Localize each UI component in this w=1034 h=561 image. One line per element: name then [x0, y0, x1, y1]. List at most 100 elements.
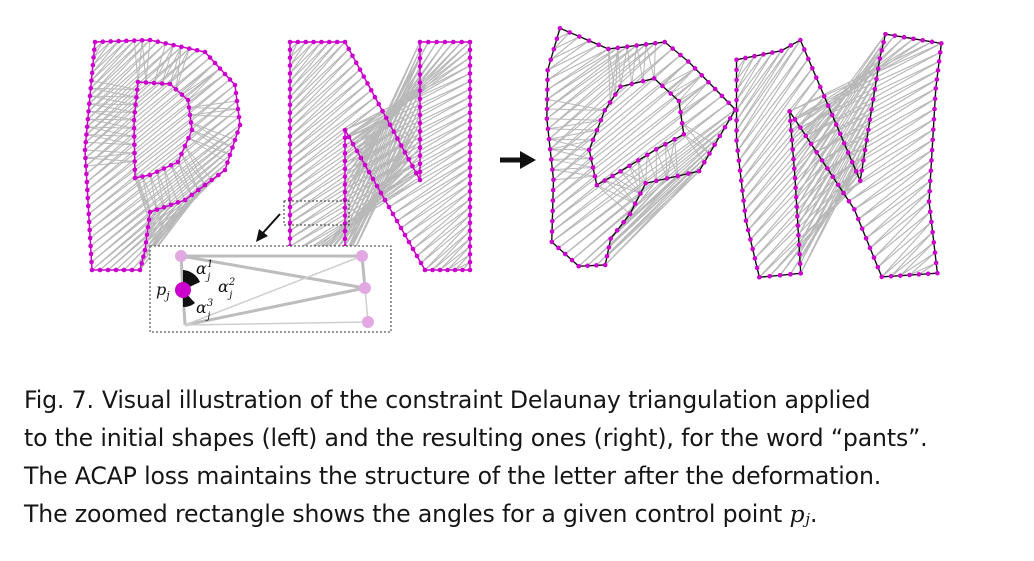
mesh-edge	[289, 41, 338, 90]
control-point	[372, 94, 378, 100]
mesh-edge	[85, 51, 206, 159]
mesh-edge	[629, 165, 646, 184]
mesh-edge	[404, 190, 471, 236]
control-point	[737, 168, 743, 173]
control-point	[85, 195, 91, 201]
control-point	[736, 158, 742, 163]
control-point	[287, 63, 293, 68]
control-point	[113, 267, 119, 273]
control-point	[741, 198, 746, 203]
mesh-edge	[161, 44, 175, 84]
control-point	[383, 115, 389, 121]
control-point	[417, 128, 423, 134]
control-point	[551, 177, 556, 183]
mesh-edge	[737, 49, 805, 151]
mesh-edge	[99, 162, 228, 271]
control-point	[545, 67, 550, 73]
alpha1-label: α1 j	[196, 259, 213, 283]
control-point	[557, 25, 563, 31]
mesh-edge	[137, 40, 143, 83]
control-point	[621, 219, 626, 225]
control-point	[696, 168, 702, 174]
control-point	[752, 53, 757, 59]
mesh-edge	[188, 137, 228, 163]
control-point	[287, 55, 293, 61]
control-point	[467, 63, 473, 68]
caption-line-3: The ACAP loss maintains the structure of…	[24, 462, 882, 490]
mesh-edge	[149, 174, 158, 210]
mesh-edge	[552, 88, 716, 222]
mesh-edge	[89, 103, 136, 106]
mesh-edge	[571, 126, 726, 261]
control-point	[430, 267, 435, 273]
control-point	[549, 229, 555, 234]
control-point	[131, 117, 137, 123]
control-point	[402, 232, 408, 238]
control-point	[417, 72, 423, 77]
mesh-edge	[645, 44, 655, 79]
mesh-edge	[412, 206, 471, 250]
control-point	[132, 142, 137, 148]
control-point	[207, 55, 213, 60]
mesh-edge	[408, 198, 471, 243]
mesh-edge	[156, 171, 172, 205]
control-point	[179, 92, 185, 97]
control-point	[742, 208, 748, 213]
control-point	[734, 128, 739, 133]
mesh-edge	[743, 105, 829, 201]
mesh-edge	[609, 47, 619, 103]
mesh-edge	[792, 35, 896, 150]
control-point	[116, 38, 121, 44]
mesh-edge	[857, 170, 932, 220]
mesh-edge	[578, 135, 721, 267]
mesh-edge	[416, 214, 471, 257]
control-point	[798, 271, 804, 276]
control-point	[548, 157, 554, 162]
mesh-edge	[90, 40, 135, 89]
control-point	[795, 213, 800, 219]
control-point	[643, 42, 649, 47]
mesh-edge	[90, 132, 238, 255]
mesh-edge	[91, 40, 135, 81]
mesh-edge	[550, 36, 580, 61]
control-point	[311, 39, 316, 45]
mesh-edge	[89, 124, 241, 239]
control-point	[374, 183, 380, 189]
control-point	[788, 128, 794, 133]
control-point	[654, 178, 659, 184]
control-point	[467, 157, 473, 163]
control-point	[402, 150, 408, 155]
control-point	[467, 55, 473, 61]
control-point	[841, 190, 846, 196]
mesh-edge	[149, 174, 165, 208]
mesh-edge	[289, 62, 357, 129]
mesh-edge	[85, 57, 211, 167]
control-point	[154, 169, 160, 175]
mesh-edge	[142, 176, 158, 210]
control-point	[629, 81, 635, 87]
mesh-edge	[163, 168, 172, 205]
control-point	[175, 200, 181, 205]
control-point	[342, 182, 348, 187]
mesh-edge	[604, 180, 641, 194]
control-point	[845, 150, 851, 155]
mesh-edge	[612, 175, 636, 205]
mesh-edge	[289, 69, 361, 137]
mesh-edge	[91, 147, 233, 271]
mesh-edge	[289, 41, 299, 58]
control-point	[798, 37, 803, 43]
mesh-edge	[87, 126, 135, 138]
mesh-edge	[87, 79, 231, 191]
mesh-edge	[86, 68, 221, 175]
mesh-edge	[617, 47, 622, 87]
control-point	[835, 182, 841, 188]
control-point	[451, 39, 456, 45]
mesh-edge	[681, 122, 710, 154]
control-point	[342, 127, 348, 133]
control-point	[874, 76, 879, 82]
control-point	[577, 34, 582, 39]
control-point	[346, 46, 352, 52]
control-point	[161, 166, 167, 171]
control-point	[168, 202, 174, 208]
mesh-edge	[550, 139, 594, 150]
